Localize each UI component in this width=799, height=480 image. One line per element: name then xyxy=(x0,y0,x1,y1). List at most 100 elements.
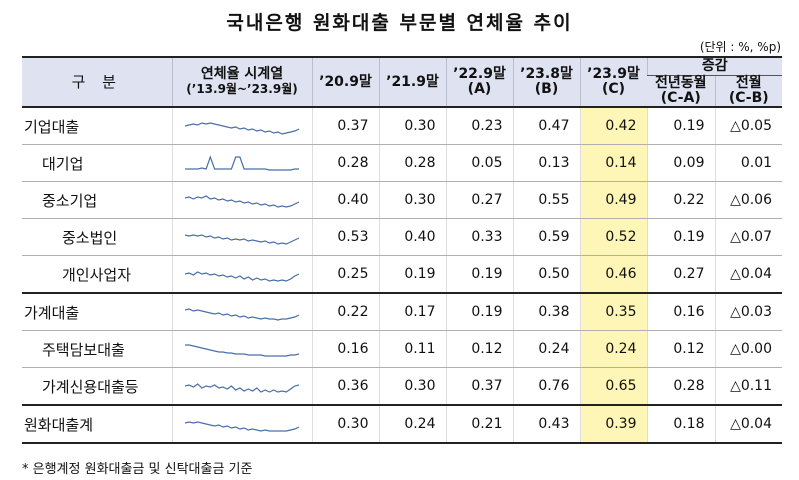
table-row: 중소법인 0.53 0.40 0.33 0.59 0.52 0.19 △0.07 xyxy=(22,218,783,256)
value-yoy: 0.19 xyxy=(646,107,715,145)
value-yoy: 0.16 xyxy=(646,293,715,331)
value-mom: △0.06 xyxy=(714,181,783,219)
table-row: 대기업 0.28 0.28 0.05 0.13 0.14 0.09 0.01 xyxy=(22,144,783,182)
table-row: 기업대출 0.37 0.30 0.23 0.47 0.42 0.19 △0.05 xyxy=(22,107,783,145)
value-v238: 0.59 xyxy=(512,218,580,256)
value-v209: 0.28 xyxy=(311,144,379,182)
row-name: 기업대출 xyxy=(22,107,172,145)
value-mom: 0.01 xyxy=(714,144,783,182)
header-2023-09-date: ’23.9말 xyxy=(587,66,640,82)
table-row: 개인사업자 0.25 0.19 0.19 0.50 0.46 0.27 △0.04 xyxy=(22,255,783,294)
sparkline-chart xyxy=(185,344,300,357)
value-v219: 0.30 xyxy=(378,367,446,406)
header-2023-08-date: ’23.8말 xyxy=(520,66,573,82)
value-v239: 0.42 xyxy=(579,107,647,145)
value-v209: 0.53 xyxy=(311,218,379,256)
value-mom: △0.05 xyxy=(714,107,783,145)
value-v209: 0.25 xyxy=(311,255,379,294)
sparkline-chart xyxy=(184,421,300,432)
value-mom: △0.07 xyxy=(714,218,783,256)
value-v229: 0.21 xyxy=(445,405,513,444)
value-v238: 0.50 xyxy=(512,255,580,294)
sparkline-path xyxy=(184,383,300,393)
value-yoy: 0.09 xyxy=(646,144,715,182)
sparkline-cell xyxy=(171,144,312,182)
sparkline-chart xyxy=(184,271,300,282)
header-2023-08: ’23.8말 (B) xyxy=(512,56,580,108)
value-v219: 0.19 xyxy=(378,255,446,294)
value-v209: 0.40 xyxy=(311,181,379,219)
header-2021-09: ’21.9말 xyxy=(378,56,446,108)
sparkline-path xyxy=(185,344,300,357)
value-mom: △0.00 xyxy=(714,330,783,368)
value-v229: 0.27 xyxy=(445,181,513,219)
value-v219: 0.30 xyxy=(378,181,446,219)
value-v209: 0.30 xyxy=(311,405,379,444)
row-name: 중소기업 xyxy=(22,181,172,219)
header-2022-09: ’22.9말 (A) xyxy=(445,56,513,108)
row-name: 가계대출 xyxy=(22,293,172,331)
value-v239: 0.52 xyxy=(579,218,647,256)
value-yoy: 0.12 xyxy=(646,330,715,368)
value-v238: 0.76 xyxy=(512,367,580,406)
table-row: 가계대출 0.22 0.17 0.19 0.38 0.35 0.16 △0.03 xyxy=(22,293,783,331)
value-v219: 0.11 xyxy=(378,330,446,368)
value-v239: 0.24 xyxy=(579,330,647,368)
header-yoy-code: (C-A) xyxy=(660,89,701,106)
table-row: 중소기업 0.40 0.30 0.27 0.55 0.49 0.22 △0.06 xyxy=(22,181,783,219)
sparkline-cell xyxy=(171,367,312,406)
value-v209: 0.16 xyxy=(311,330,379,368)
row-name: 가계신용대출등 xyxy=(22,367,172,406)
value-v239: 0.35 xyxy=(579,293,647,331)
value-v238: 0.47 xyxy=(512,107,580,145)
footnote: * 은행계정 원화대출금 및 신탁대출금 기준 xyxy=(22,462,253,477)
sparkline-path xyxy=(184,308,300,321)
sparkline-path xyxy=(184,195,300,208)
sparkline-chart xyxy=(185,155,299,171)
row-name: 대기업 xyxy=(22,144,172,182)
sparkline-chart xyxy=(184,383,300,393)
header-mom-code: (C-B) xyxy=(728,89,769,106)
sparkline-cell xyxy=(171,330,312,368)
header-mom-label: 전월 xyxy=(735,74,762,91)
value-mom: △0.04 xyxy=(714,255,783,294)
row-name: 주택담보대출 xyxy=(22,330,172,368)
sparkline-cell xyxy=(171,107,312,145)
sparkline-cell xyxy=(171,218,312,256)
value-v219: 0.17 xyxy=(378,293,446,331)
value-v209: 0.37 xyxy=(311,107,379,145)
header-2023-09: ’23.9말 (C) xyxy=(579,56,647,108)
value-v238: 0.13 xyxy=(512,144,580,182)
value-v229: 0.23 xyxy=(445,107,513,145)
value-v219: 0.28 xyxy=(378,144,446,182)
value-v219: 0.40 xyxy=(378,218,446,256)
unit-note: (단위 : %, %p) xyxy=(699,40,781,54)
header-mom: 전월 (C-B) xyxy=(714,74,783,108)
value-v239: 0.39 xyxy=(579,405,647,444)
value-v229: 0.05 xyxy=(445,144,513,182)
value-yoy: 0.27 xyxy=(646,255,715,294)
value-v239: 0.65 xyxy=(579,367,647,406)
sparkline-path xyxy=(184,421,300,432)
delinquency-table: 구 분 연체율 시계열 (’13.9월~’23.9월) ’20.9말 ’21.9… xyxy=(22,56,783,444)
sparkline-chart xyxy=(184,122,300,135)
sparkline-cell xyxy=(171,181,312,219)
sparkline-chart xyxy=(184,195,300,208)
sparkline-path xyxy=(185,155,299,171)
row-name: 개인사업자 xyxy=(22,255,172,294)
header-sparkline-period: (’13.9월~’23.9월) xyxy=(186,82,298,96)
header-2022-09-code: (A) xyxy=(467,81,492,97)
row-name: 원화대출계 xyxy=(22,405,172,444)
header-sparkline: 연체율 시계열 (’13.9월~’23.9월) xyxy=(171,56,312,108)
value-v239: 0.46 xyxy=(579,255,647,294)
table-row: 원화대출계 0.30 0.24 0.21 0.43 0.39 0.18 △0.04 xyxy=(22,405,783,444)
header-2023-09-code: (C) xyxy=(601,81,626,97)
header-2022-09-date: ’22.9말 xyxy=(453,66,506,82)
value-v239: 0.14 xyxy=(579,144,647,182)
value-yoy: 0.18 xyxy=(646,405,715,444)
value-v229: 0.19 xyxy=(445,255,513,294)
value-v209: 0.22 xyxy=(311,293,379,331)
value-yoy: 0.22 xyxy=(646,181,715,219)
value-v238: 0.55 xyxy=(512,181,580,219)
value-mom: △0.03 xyxy=(714,293,783,331)
